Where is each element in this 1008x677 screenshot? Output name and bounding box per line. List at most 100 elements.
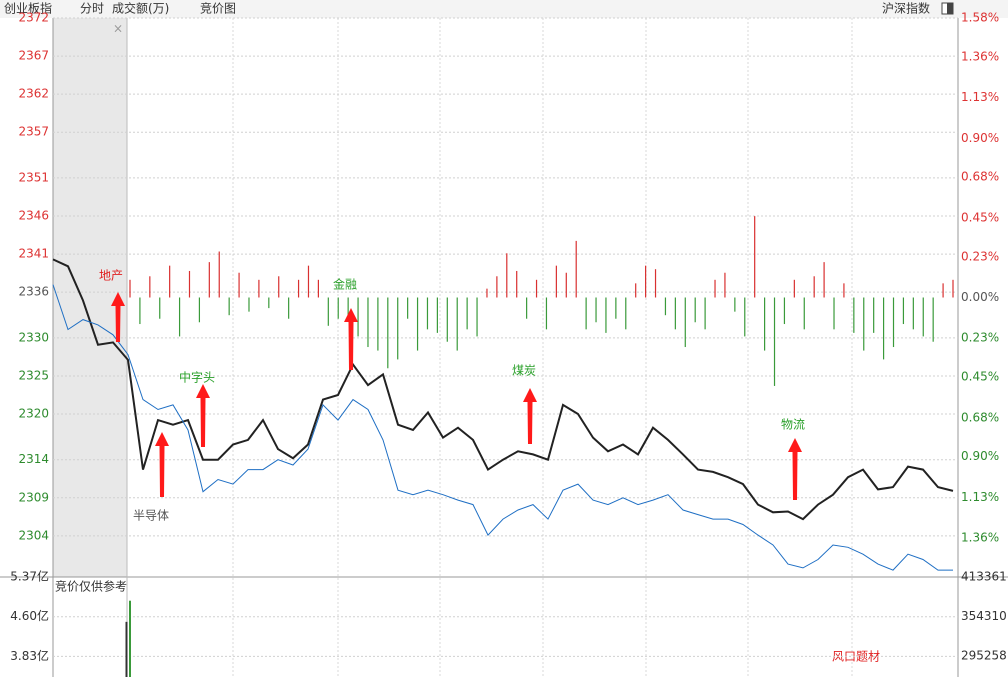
- y-tick-label: 2309: [18, 490, 49, 504]
- breadth-bar: [744, 297, 746, 337]
- breadth-bar: [773, 297, 776, 386]
- breadth-bar: [238, 272, 240, 298]
- price-line: [52, 284, 953, 571]
- y-tick-label: 2362: [18, 87, 49, 101]
- breadth-bar: [446, 297, 448, 342]
- annotation: 半导体: [133, 509, 169, 523]
- breadth-bar: [873, 297, 875, 333]
- breadth-bar: [288, 297, 290, 319]
- breadth-bar: [139, 297, 141, 325]
- y-tick-label: 2320: [18, 407, 49, 421]
- breadth-bar: [674, 297, 676, 330]
- y2-tick-label: 0.90%: [961, 449, 999, 463]
- breadth-bar: [754, 216, 756, 298]
- annotation: 物流: [781, 418, 805, 432]
- breadth-bar: [486, 288, 488, 298]
- annotation-arrow: [196, 384, 210, 447]
- breadth-bar: [684, 297, 686, 348]
- breadth-bar: [407, 297, 409, 319]
- breadth-bar: [169, 265, 171, 298]
- breadth-bar: [159, 297, 161, 319]
- breadth-bar: [198, 297, 201, 323]
- breadth-bar: [843, 283, 845, 298]
- y-tick-label: 2367: [18, 49, 49, 63]
- breadth-bar: [605, 297, 607, 333]
- breadth-bar: [545, 297, 548, 330]
- breadth-bar: [387, 297, 389, 369]
- breadth-bar: [764, 297, 766, 351]
- y-tick-label: 2341: [18, 247, 49, 261]
- annotation: 金融: [333, 277, 357, 292]
- y2-tick-label: 1.13%: [961, 490, 999, 504]
- y2-tick-label: 1.36%: [961, 531, 999, 545]
- breadth-bar: [585, 297, 587, 330]
- breadth-bar: [932, 297, 934, 342]
- breadth-bar: [516, 270, 518, 298]
- header-title: 创业板指: [4, 1, 52, 16]
- y-tick-label: 2314: [18, 452, 49, 466]
- breadth-bar: [258, 279, 260, 298]
- breadth-bar: [555, 265, 557, 298]
- breadth-bar: [178, 297, 181, 337]
- y2-tick-label: 0.23%: [961, 249, 999, 263]
- breadth-bar: [337, 297, 339, 319]
- y2-tick-label: 0.45%: [961, 210, 999, 224]
- breadth-bar: [129, 279, 131, 298]
- breadth-bar: [783, 297, 786, 325]
- y2-tick-label: 0.68%: [961, 410, 999, 424]
- y-tick-label: 4.60亿: [10, 608, 49, 623]
- breadth-bar: [476, 297, 478, 337]
- breadth-bar: [654, 269, 657, 298]
- header-tab[interactable]: 成交额(万): [112, 1, 169, 16]
- breadth-bar: [149, 276, 151, 298]
- y2-tick-label: 0.23%: [961, 331, 999, 345]
- breadth-bar: [902, 297, 905, 325]
- y-tick-label: 2346: [18, 209, 49, 223]
- auction-shade: [53, 18, 127, 577]
- y2-tick-label: 413361: [961, 570, 1007, 584]
- header-tab[interactable]: 竞价图: [200, 2, 236, 16]
- y-tick-label: 2304: [18, 528, 49, 542]
- y-tick-label: 2357: [18, 125, 49, 139]
- panel-title: 竞价仅供参考: [55, 579, 127, 594]
- breadth-bar: [892, 297, 895, 348]
- breadth-bar: [853, 297, 855, 333]
- panel-icon-fill: [947, 3, 953, 14]
- breadth-bar: [426, 297, 429, 330]
- breadth-bar: [734, 297, 736, 312]
- breadth-bar: [912, 297, 914, 330]
- breadth-bar: [625, 297, 627, 330]
- breadth-bar: [813, 276, 815, 298]
- y2-tick-label: 0.90%: [961, 131, 999, 145]
- breadth-bar: [952, 279, 954, 298]
- breadth-bar: [218, 251, 220, 298]
- y-tick-label: 2351: [18, 170, 49, 184]
- y2-tick-label: 0.45%: [961, 370, 999, 384]
- breadth-bar: [724, 272, 726, 298]
- breadth-bar: [208, 262, 210, 298]
- breadth-bar: [367, 297, 369, 348]
- y2-tick-label: 1.58%: [961, 11, 999, 25]
- close-mark[interactable]: ×: [113, 22, 123, 36]
- volume-bar: [129, 600, 131, 677]
- annotation-arrow: [788, 438, 802, 500]
- annotation: 地产: [99, 269, 123, 283]
- y-tick-label: 2372: [18, 11, 49, 25]
- header-right[interactable]: 沪深指数: [882, 1, 930, 16]
- breadth-bar: [803, 297, 805, 330]
- breadth-bar: [268, 297, 270, 309]
- breadth-bar: [793, 279, 795, 298]
- y-tick-label: 5.37亿: [10, 569, 49, 584]
- breadth-bar: [595, 297, 597, 323]
- y2-tick-label: 0.00%: [961, 290, 999, 304]
- breadth-bar: [506, 253, 508, 298]
- header-tab[interactable]: 分时: [80, 2, 104, 16]
- breadth-bar: [645, 265, 647, 298]
- y2-tick-label: 1.36%: [961, 49, 999, 63]
- vertical-grid: [232, 18, 853, 677]
- breadth-bar: [575, 240, 577, 298]
- breadth-bar: [526, 297, 528, 319]
- breadth-bar: [615, 297, 617, 319]
- breadth-bar: [397, 297, 399, 360]
